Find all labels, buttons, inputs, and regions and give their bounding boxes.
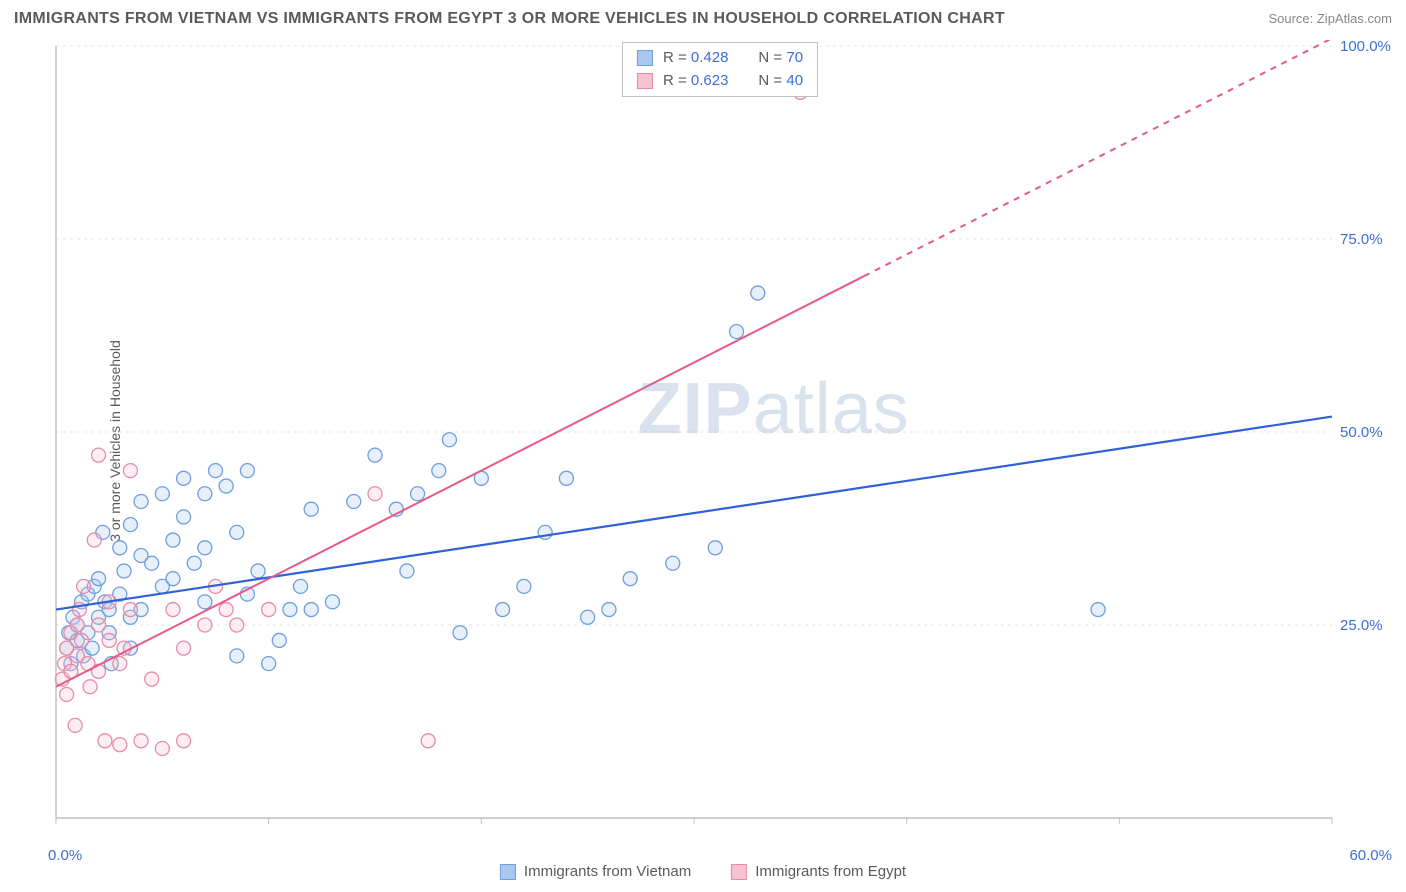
x-axis-max-label: 60.0% (1349, 847, 1392, 864)
legend-label: Immigrants from Vietnam (524, 863, 691, 880)
svg-text:75.0%: 75.0% (1340, 231, 1383, 248)
stats-legend-box: R = 0.428 N = 70 R = 0.623 N = 40 (622, 42, 818, 97)
stats-row: R = 0.623 N = 40 (637, 70, 803, 93)
legend-swatch (731, 864, 747, 880)
svg-text:25.0%: 25.0% (1340, 617, 1383, 634)
stat-n-label: N = 40 (758, 70, 803, 93)
stat-n-label: N = 70 (758, 47, 803, 70)
chart-area: 3 or more Vehicles in Household 25.0%50.… (48, 40, 1392, 842)
legend-swatch (637, 73, 653, 89)
stat-r-label: R = 0.623 (663, 70, 728, 93)
source-label: Source: ZipAtlas.com (1268, 11, 1392, 26)
stats-row: R = 0.428 N = 70 (637, 47, 803, 70)
series-legend: Immigrants from Vietnam Immigrants from … (500, 863, 906, 880)
scatter-plot: 25.0% 50.0% 75.0% 100.0% (48, 40, 1392, 842)
legend-swatch (637, 50, 653, 66)
legend-label: Immigrants from Egypt (755, 863, 906, 880)
svg-text:100.0%: 100.0% (1340, 40, 1391, 55)
legend-item: Immigrants from Egypt (731, 863, 906, 880)
x-axis-min-label: 0.0% (48, 847, 82, 864)
stat-r-label: R = 0.428 (663, 47, 728, 70)
svg-text:50.0%: 50.0% (1340, 424, 1383, 441)
legend-swatch (500, 864, 516, 880)
chart-title: IMMIGRANTS FROM VIETNAM VS IMMIGRANTS FR… (14, 10, 1005, 28)
legend-item: Immigrants from Vietnam (500, 863, 691, 880)
